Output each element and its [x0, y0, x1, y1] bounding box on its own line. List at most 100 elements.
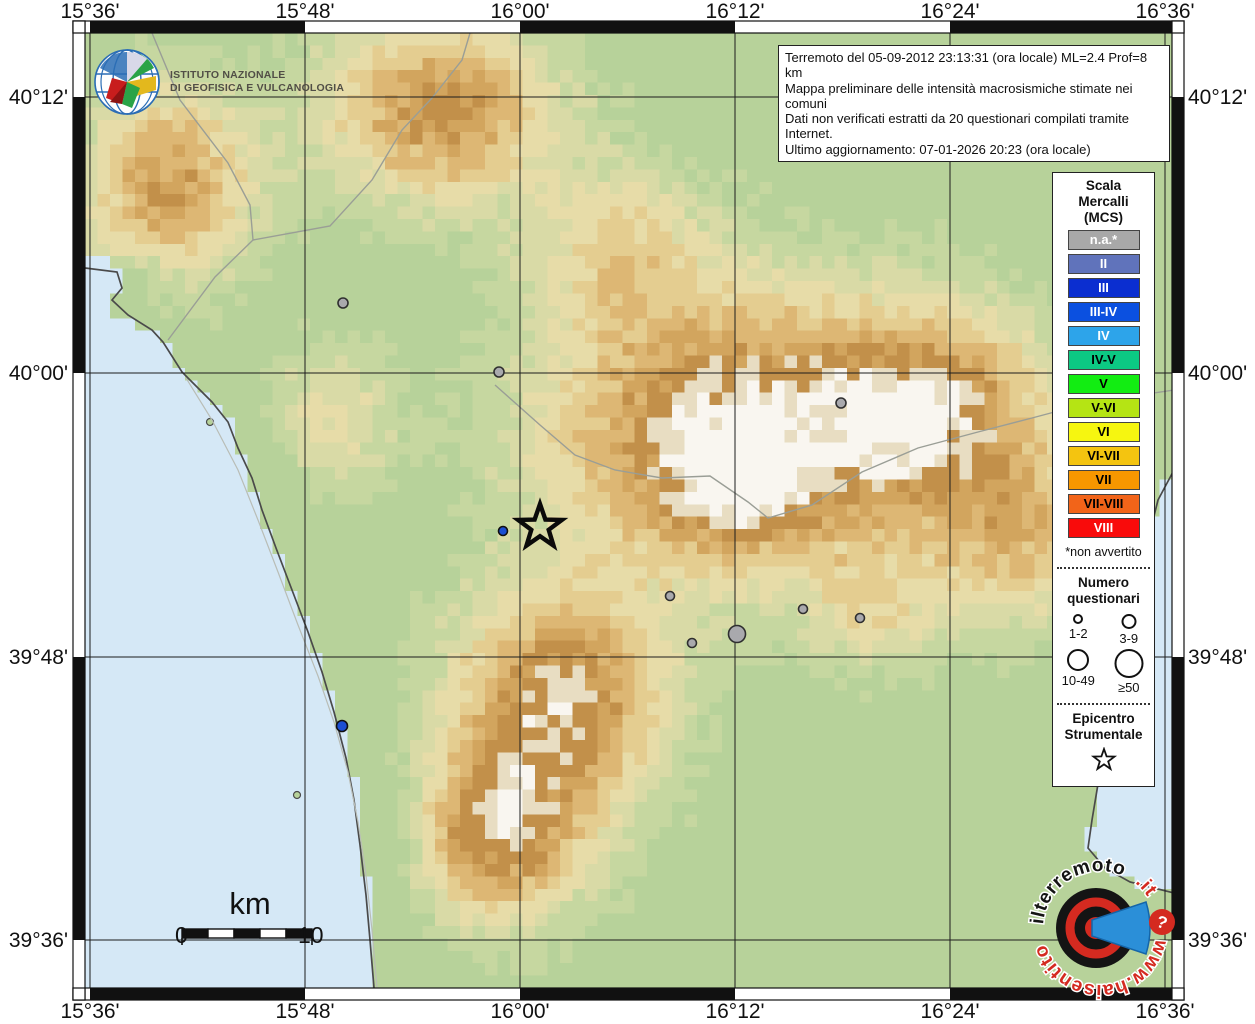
ingv-line2: DI GEOFISICA E VULCANOLOGIA: [170, 82, 345, 94]
earthquake-info-box: Terremoto del 05-09-2012 23:13:31 (ora l…: [778, 45, 1170, 163]
questionnaire-size-item: 1-2: [1063, 613, 1093, 646]
scalebar-unit: km: [229, 886, 271, 921]
epicenter-title: Epicentro Strumentale: [1053, 711, 1154, 743]
axis-bottom-label: 16°36': [1135, 1000, 1195, 1023]
watermark-tld-text: .it: [1132, 871, 1162, 901]
axis-top-label: 15°48': [275, 0, 335, 23]
legend-title-line3: (MCS): [1084, 210, 1123, 225]
mercalli-scale-item: VII: [1067, 470, 1140, 490]
ingv-globe-icon: [94, 49, 160, 115]
ingv-logo: ISTITUTO NAZIONALE DI GEOFISICA E VULCAN…: [92, 46, 344, 118]
mercalli-scale-item: V: [1067, 374, 1140, 394]
questionnaire-title: Numero questionari: [1053, 575, 1154, 607]
axis-bottom-label: 15°36': [60, 1000, 120, 1023]
mercalli-scale-item: III-IV: [1067, 302, 1140, 322]
axis-right-label: 40°00': [1188, 362, 1248, 385]
questionnaire-size-label: 10-49: [1061, 673, 1095, 688]
ingv-line1: ISTITUTO NAZIONALE: [170, 69, 286, 81]
community-marker: [797, 603, 809, 615]
questionnaire-title-line2: questionari: [1067, 591, 1140, 606]
questionnaire-circle-icon: [1067, 649, 1090, 671]
mercalli-scale-item: VI: [1067, 422, 1140, 442]
axis-top-label: 15°36': [60, 0, 120, 23]
graticule: [85, 33, 1172, 988]
mercalli-scale-item: VII-VIII: [1067, 494, 1140, 514]
axis-top-label: 16°24': [920, 0, 980, 23]
community-marker: [854, 612, 866, 624]
mercalli-scale-item: III: [1067, 278, 1140, 298]
info-box-line: Dati non verificati estratti da 20 quest…: [785, 111, 1129, 142]
axis-top-label: 16°12': [705, 0, 765, 23]
questionnaire-circle-icon: [1114, 649, 1144, 678]
info-box-line: Mappa preliminare delle intensità macros…: [785, 80, 1133, 111]
epicenter-title-line1: Epicentro: [1072, 711, 1135, 726]
mercalli-scale-item: VIII: [1067, 518, 1140, 538]
questionnaire-size-key: 1-2 3-9 10-49 ≥50: [1053, 613, 1154, 695]
terrain-raster: [85, 33, 1172, 988]
scalebar: km 0 10: [160, 886, 360, 948]
questionnaire-size-item: 10-49: [1062, 648, 1095, 695]
axis-left-label: 39°36': [8, 929, 68, 952]
axis-right-label: 39°36': [1188, 929, 1248, 952]
community-marker: [686, 637, 698, 649]
axis-left-label: 40°00': [8, 362, 68, 385]
axis-bottom-label: 16°24': [920, 1000, 980, 1023]
scalebar-max: 10: [298, 922, 324, 948]
scalebar-min: 0: [175, 922, 188, 948]
epicenter-star: [511, 497, 569, 552]
epicenter-title-line2: Strumentale: [1064, 727, 1143, 742]
legend-separator2: [1057, 703, 1150, 705]
info-box-line: Terremoto del 05-09-2012 23:13:31 (ora l…: [785, 50, 1148, 81]
community-marker: [337, 297, 349, 309]
axis-top-label: 16°00': [490, 0, 550, 23]
legend-title-line1: Scala: [1085, 178, 1122, 193]
epicenter-star-icon: [511, 497, 569, 552]
community-marker: [335, 719, 349, 733]
questionnaire-size-label: 3-9: [1119, 631, 1139, 646]
community-markers: [335, 297, 866, 733]
epicenter-key-star: [1053, 746, 1154, 778]
axis-top-label: 16°36': [1135, 0, 1195, 23]
community-marker: [493, 366, 505, 378]
mercalli-scale-item: IV-V: [1067, 350, 1140, 370]
scalebar-bar: [181, 928, 313, 945]
star-icon: [1090, 746, 1117, 772]
questionnaire-circle-icon: [1073, 614, 1084, 624]
questionnaire-size-label: ≥50: [1117, 680, 1140, 695]
mercalli-scale-item: VI-VII: [1067, 446, 1140, 466]
legend-footnote: *non avvertito: [1065, 545, 1142, 559]
axis-right-label: 40°12': [1188, 86, 1248, 109]
mercalli-scale-item: II: [1067, 254, 1140, 274]
axis-right-label: 39°48': [1188, 646, 1248, 669]
ingv-wordmark: ISTITUTO NAZIONALE DI GEOFISICA E VULCAN…: [170, 69, 344, 95]
axis-left-label: 40°12': [8, 86, 68, 109]
map-frame: [72, 20, 1185, 1001]
questionnaire-circle-icon: [1121, 614, 1137, 629]
questionnaire-size-item: ≥50: [1114, 648, 1144, 695]
community-marker: [664, 590, 676, 602]
legend-title: Scala Mercalli (MCS): [1053, 178, 1154, 226]
community-marker: [727, 624, 747, 644]
axis-bottom-label: 15°48': [275, 1000, 335, 1023]
coastlines: [85, 267, 1172, 988]
community-marker: [497, 525, 509, 537]
mercalli-scale-item: n.a.*: [1067, 230, 1140, 250]
admin-boundaries: [151, 33, 1172, 988]
questionnaire-size-item: 3-9: [1114, 613, 1144, 646]
axis-left-label: 39°48': [8, 646, 68, 669]
mercalli-scale-item: V-VI: [1067, 398, 1140, 418]
questionnaire-title-line1: Numero: [1077, 575, 1129, 590]
questionnaire-size-label: 1-2: [1068, 626, 1088, 641]
legend-separator: [1057, 567, 1150, 569]
mercalli-scale-list: n.a.* II III III-IV IV IV-V V V-VI VI VI-VII VII VI…: [1053, 230, 1154, 538]
axis-bottom-label: 16°12': [705, 1000, 765, 1023]
info-box-line: Ultimo aggiornamento: 07-01-2026 20:23 (…: [785, 141, 1091, 157]
axis-bottom-label: 16°00': [490, 1000, 550, 1023]
scalebar-values: 0 10: [160, 922, 360, 948]
mercalli-scale-item: IV: [1067, 326, 1140, 346]
legend-title-line2: Mercalli: [1078, 194, 1129, 209]
community-marker: [835, 397, 847, 409]
